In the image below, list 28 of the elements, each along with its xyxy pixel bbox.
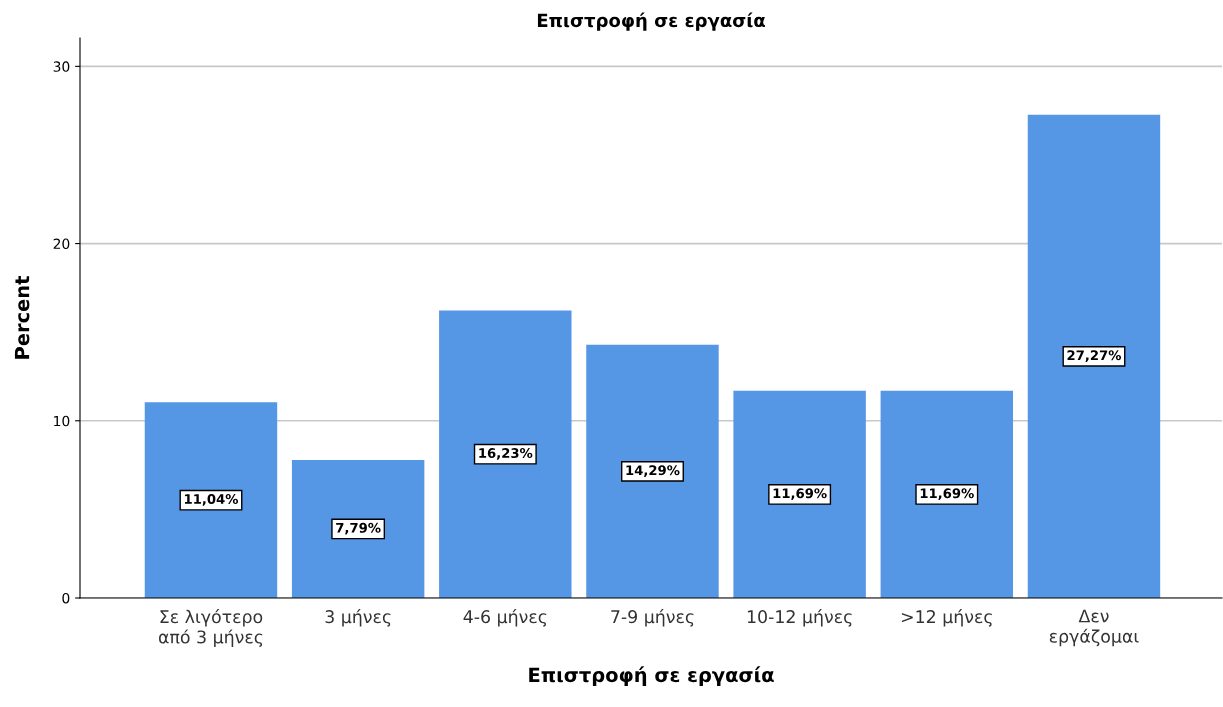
bar bbox=[291, 459, 425, 598]
bar bbox=[144, 402, 278, 598]
x-tick-label: 7-9 μήνες bbox=[611, 609, 694, 627]
data-label: 11,69% bbox=[773, 488, 827, 500]
x-tick-label: Δεν εργάζομαι bbox=[1049, 609, 1139, 647]
data-label: 16,23% bbox=[479, 448, 533, 460]
data-label: 11,04% bbox=[184, 494, 239, 506]
bar bbox=[733, 390, 866, 598]
x-tick-label: Σε λιγότερο από 3 μήνες bbox=[158, 609, 263, 647]
x-tick-label: 10-12 μήνες bbox=[747, 609, 852, 627]
bar bbox=[586, 344, 719, 598]
data-label: 11,69% bbox=[920, 488, 974, 500]
y-tick-label: 0 bbox=[62, 592, 70, 604]
bar bbox=[439, 310, 572, 598]
data-label: 7,79% bbox=[336, 522, 381, 535]
y-tick-label: 10 bbox=[54, 415, 70, 427]
data-label: 27,27% bbox=[1067, 350, 1122, 362]
bar bbox=[880, 390, 1014, 598]
y-tick-label: 30 bbox=[53, 61, 70, 72]
bar bbox=[1027, 114, 1161, 598]
data-label: 14,29% bbox=[626, 465, 680, 477]
y-axis-title: Percent bbox=[14, 276, 30, 359]
x-tick-label: >12 μήνες bbox=[901, 609, 992, 627]
y-tick-label: 20 bbox=[53, 238, 70, 250]
chart-title: Επιστροφή σε εργασία bbox=[537, 12, 765, 31]
x-tick-label: 4-6 μήνες bbox=[463, 609, 547, 627]
x-axis-title: Επιστροφή σε εργασία bbox=[529, 666, 774, 686]
x-tick-label: 3 μήνες bbox=[325, 609, 391, 627]
